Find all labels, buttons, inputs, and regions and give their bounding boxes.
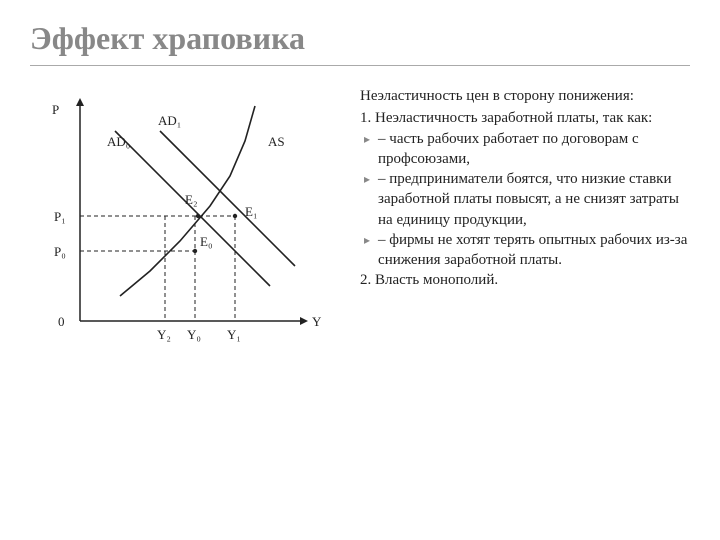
svg-text:Y₁: Y₁ xyxy=(227,327,241,342)
svg-text:E₂: E₂ xyxy=(185,192,197,207)
ratchet-chart: P Y 0 AS AD₀ AD₁ E₀ E₁ E₂ P₁ P₀ Y₂ Y₀ Y₁ xyxy=(30,86,330,366)
bullet-icon: ▸ xyxy=(364,129,370,149)
page-title: Эффект храповика xyxy=(30,20,690,57)
text-heading: Неэластичность цен в сторону понижения: xyxy=(360,86,690,106)
svg-text:P: P xyxy=(52,102,59,117)
svg-text:AD₀: AD₀ xyxy=(107,134,130,149)
content-row: P Y 0 AS AD₀ AD₁ E₀ E₁ E₂ P₁ P₀ Y₂ Y₀ Y₁ Неэластичнос… xyxy=(30,86,690,371)
bullet-icon: ▸ xyxy=(364,169,370,189)
svg-text:Y: Y xyxy=(312,314,322,329)
svg-text:E₀: E₀ xyxy=(200,234,212,249)
svg-text:0: 0 xyxy=(58,314,65,329)
chart-container: P Y 0 AS AD₀ AD₁ E₀ E₁ E₂ P₁ P₀ Y₂ Y₀ Y₁ xyxy=(30,86,340,371)
bullet-2-text: – предприниматели боятся, что низкие ста… xyxy=(378,169,690,230)
bullet-1: ▸ – часть рабочих работает по договорам … xyxy=(360,129,690,170)
title-divider xyxy=(30,65,690,66)
svg-text:P₁: P₁ xyxy=(54,209,66,224)
bullet-3: ▸ – фирмы не хотят терять опытных рабочи… xyxy=(360,230,690,271)
bullet-icon: ▸ xyxy=(364,230,370,250)
svg-text:Y₀: Y₀ xyxy=(187,327,201,342)
bullet-3-text: – фирмы не хотят терять опытных рабочих … xyxy=(378,230,690,271)
bullet-2: ▸ – предприниматели боятся, что низкие с… xyxy=(360,169,690,230)
svg-text:P₀: P₀ xyxy=(54,244,66,259)
text-item-1: 1. Неэластичность заработной платы, так … xyxy=(360,108,690,128)
text-block: Неэластичность цен в сторону понижения: … xyxy=(360,86,690,371)
text-item-2: 2. Власть монополий. xyxy=(360,270,690,290)
svg-text:AS: AS xyxy=(268,134,285,149)
svg-text:AD₁: AD₁ xyxy=(158,113,181,128)
svg-text:E₁: E₁ xyxy=(245,204,257,219)
svg-text:Y₂: Y₂ xyxy=(157,327,171,342)
bullet-1-text: – часть рабочих работает по договорам с … xyxy=(378,129,690,170)
